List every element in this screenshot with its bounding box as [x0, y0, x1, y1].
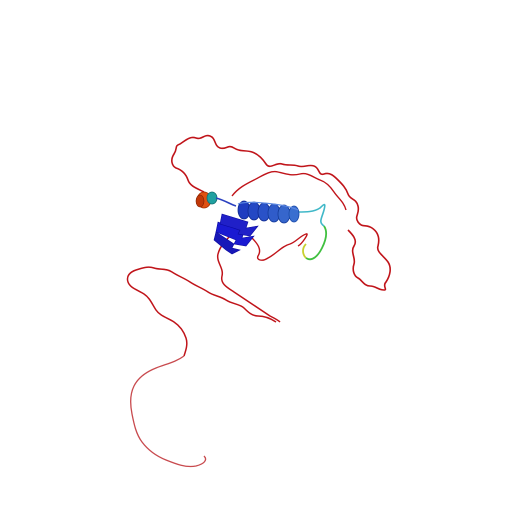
- beta-strand-3: [213, 231, 241, 255]
- disordered-loop-lower-tail: [126, 266, 277, 357]
- disordered-loop-upper: [171, 134, 391, 291]
- loop-green: [305, 225, 328, 261]
- beta-strand-2: [219, 213, 259, 237]
- short-helix: [195, 191, 218, 209]
- disordered-loop-tail-end: [130, 355, 207, 468]
- loop-cyan: [297, 203, 326, 227]
- alpha-helix-main: [237, 200, 300, 224]
- disordered-loop-upper-inner: [231, 170, 347, 211]
- disordered-loop-mid: [251, 233, 308, 261]
- disordered-loop-lower: [216, 233, 281, 323]
- loop-yellow: [302, 243, 307, 259]
- connector-loop: [215, 197, 237, 207]
